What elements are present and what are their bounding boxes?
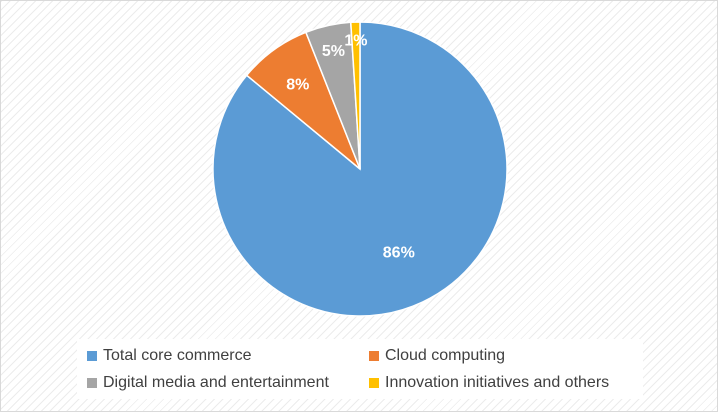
legend-swatch-total-core-commerce xyxy=(87,351,97,361)
legend: Total core commerce Cloud computing Digi… xyxy=(77,339,643,399)
legend-swatch-innovation-initiatives xyxy=(369,378,379,388)
data-label-total-core-commerce: 86% xyxy=(383,244,415,261)
data-label-digital-media: 5% xyxy=(322,43,345,60)
legend-swatch-digital-media xyxy=(87,378,97,388)
legend-item-total-core-commerce: Total core commerce xyxy=(87,347,252,365)
legend-swatch-cloud-computing xyxy=(369,351,379,361)
data-label-cloud-computing: 8% xyxy=(286,76,309,93)
legend-label-digital-media: Digital media and entertainment xyxy=(103,374,329,391)
legend-label-innovation-initiatives: Innovation initiatives and others xyxy=(385,374,610,391)
legend-item-digital-media: Digital media and entertainment xyxy=(87,374,329,392)
legend-label-total-core-commerce: Total core commerce xyxy=(103,347,252,364)
pie-slice-innovation-initiatives xyxy=(349,21,361,170)
data-label-innovation-initiatives: 1% xyxy=(344,33,367,50)
legend-item-cloud-computing: Cloud computing xyxy=(369,347,505,365)
legend-label-cloud-computing: Cloud computing xyxy=(385,347,506,364)
legend-item-innovation-initiatives: Innovation initiatives and others xyxy=(369,374,609,392)
